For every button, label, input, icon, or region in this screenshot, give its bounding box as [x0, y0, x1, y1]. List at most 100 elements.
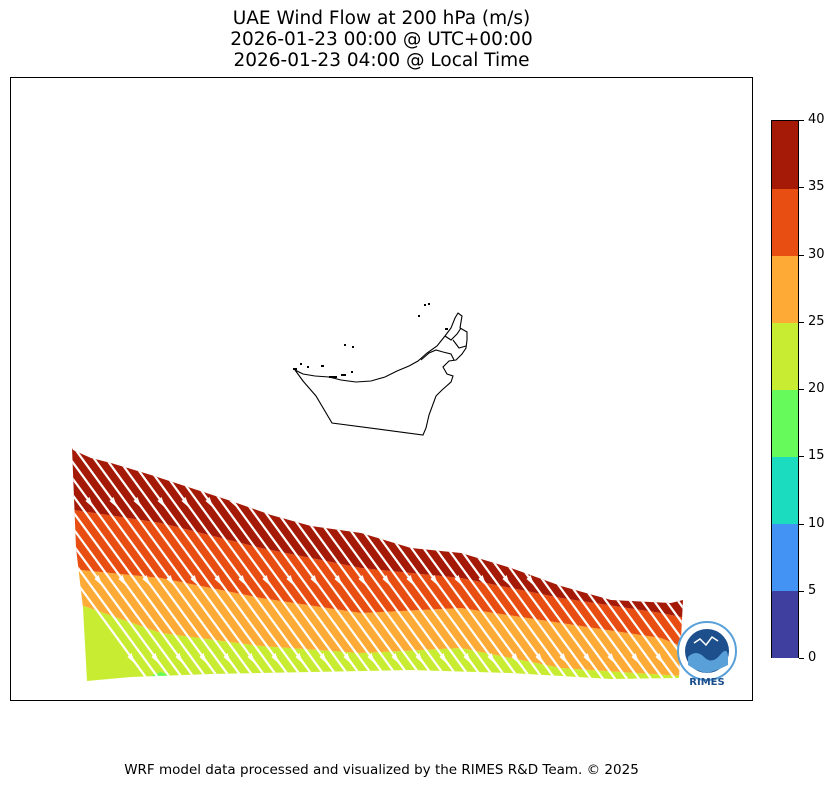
streamline-arrow	[295, 653, 304, 664]
streamline-arrow	[325, 497, 334, 508]
colorbar-tick	[799, 187, 804, 189]
streamline-arrow	[710, 497, 718, 508]
streamline	[72, 448, 210, 681]
streamline-arrow	[382, 575, 391, 586]
streamline-arrow	[415, 653, 424, 664]
streamline-arrow	[487, 653, 496, 664]
streamline-arrow	[214, 575, 223, 586]
streamline-arrow	[38, 497, 46, 508]
streamline-arrow	[310, 575, 319, 586]
map-frame	[10, 77, 753, 701]
emirate-border-3	[444, 327, 462, 341]
title-line-2: 2026-01-23 00:00 @ UTC+00:00	[230, 29, 533, 50]
streamline-arrow	[631, 653, 640, 664]
streamline-arrow	[166, 575, 175, 586]
streamline-arrow	[463, 653, 472, 664]
streamline-arrow	[223, 653, 232, 664]
streamline-arrow	[686, 497, 694, 508]
streamline	[72, 448, 198, 681]
streamline-arrow	[199, 653, 208, 664]
streamline-arrow	[430, 575, 439, 586]
streamline-arrow	[406, 575, 415, 586]
colorbar-tick-label: 35	[808, 179, 825, 195]
streamline-arrow	[655, 653, 664, 664]
colorbar-tick	[799, 658, 804, 659]
colorbar-segment	[772, 389, 798, 457]
streamline-arrow	[670, 575, 679, 586]
streamline-arrow	[541, 497, 550, 508]
title-line-3: 2026-01-23 04:00 @ Local Time	[233, 50, 530, 71]
colorbar-tick-label: 25	[808, 313, 825, 329]
streamline-arrow	[301, 497, 310, 508]
footer-credit: WRF model data processed and visualized …	[124, 762, 639, 778]
emirate-border-2	[452, 339, 467, 349]
streamline-arrow	[181, 497, 190, 508]
streamline-arrow	[613, 497, 622, 508]
streamline-arrow	[598, 575, 607, 586]
streamline-arrow	[85, 497, 94, 508]
streamline-arrow	[583, 653, 592, 664]
streamline-arrow	[14, 497, 22, 508]
wind-map	[14, 303, 751, 681]
streamline-arrow	[319, 653, 328, 664]
streamline-arrow	[391, 653, 400, 664]
streamline-arrow	[478, 575, 487, 586]
colorbar-tick	[799, 456, 804, 458]
islands	[293, 303, 448, 378]
streamline-arrow	[62, 497, 70, 508]
streamline-arrow	[574, 575, 583, 586]
streamline-arrow	[743, 575, 751, 586]
emirate-border-1	[420, 349, 455, 361]
streamline-arrow	[343, 653, 352, 664]
colorbar-tick	[799, 254, 804, 256]
colorbar-segment	[772, 188, 798, 256]
streamline	[72, 448, 258, 681]
streamline-arrow	[493, 497, 502, 508]
colorbar-segment	[772, 590, 798, 658]
wind-band-25-30	[72, 568, 683, 678]
uae-outline	[294, 312, 468, 436]
streamline-arrow	[72, 575, 79, 586]
streamline-arrow	[271, 653, 280, 664]
streamline-arrow	[151, 653, 160, 664]
streamline-arrow	[109, 497, 118, 508]
colorbar-segment	[772, 121, 798, 189]
colorbar-segment	[772, 523, 798, 591]
colorbar-segment	[772, 322, 798, 390]
streamline-arrow	[589, 497, 598, 508]
streamline-arrow	[565, 497, 574, 508]
wind-band-20-25	[72, 598, 683, 681]
streamline-arrow	[661, 497, 670, 508]
streamline-arrow	[190, 575, 199, 586]
streamline-arrow	[445, 497, 454, 508]
streamline-arrow	[253, 497, 262, 508]
colorbar-tick-label: 40	[808, 112, 825, 127]
streamline-arrow	[367, 653, 376, 664]
streamline	[72, 448, 186, 681]
streamline-arrow	[421, 497, 430, 508]
streamline-arrow	[238, 575, 247, 586]
colorbar-tick	[799, 389, 804, 390]
streamline	[102, 448, 294, 681]
uae-boundary	[294, 312, 468, 436]
streamline-arrow	[286, 575, 295, 586]
streamline	[72, 448, 234, 681]
streamline-arrow	[607, 653, 616, 664]
streamline-arrow	[118, 575, 127, 586]
streamline-arrow	[373, 497, 382, 508]
streamline-arrow	[133, 497, 142, 508]
streamline-arrow	[469, 497, 478, 508]
streamline-arrow	[127, 653, 136, 664]
streamline-arrow	[334, 575, 343, 586]
streamline	[90, 448, 282, 681]
streamline-arrow	[454, 575, 463, 586]
streamline-arrow	[277, 497, 286, 508]
streamline-arrow	[262, 575, 271, 586]
colorbar	[771, 120, 799, 658]
streamline-arrow	[502, 575, 511, 586]
streamline-arrow	[559, 653, 568, 664]
streamline	[72, 448, 222, 681]
streamline-arrow	[358, 575, 367, 586]
colorbar-tick-label: 20	[808, 381, 825, 396]
colorbar-tick-label: 15	[808, 448, 825, 464]
